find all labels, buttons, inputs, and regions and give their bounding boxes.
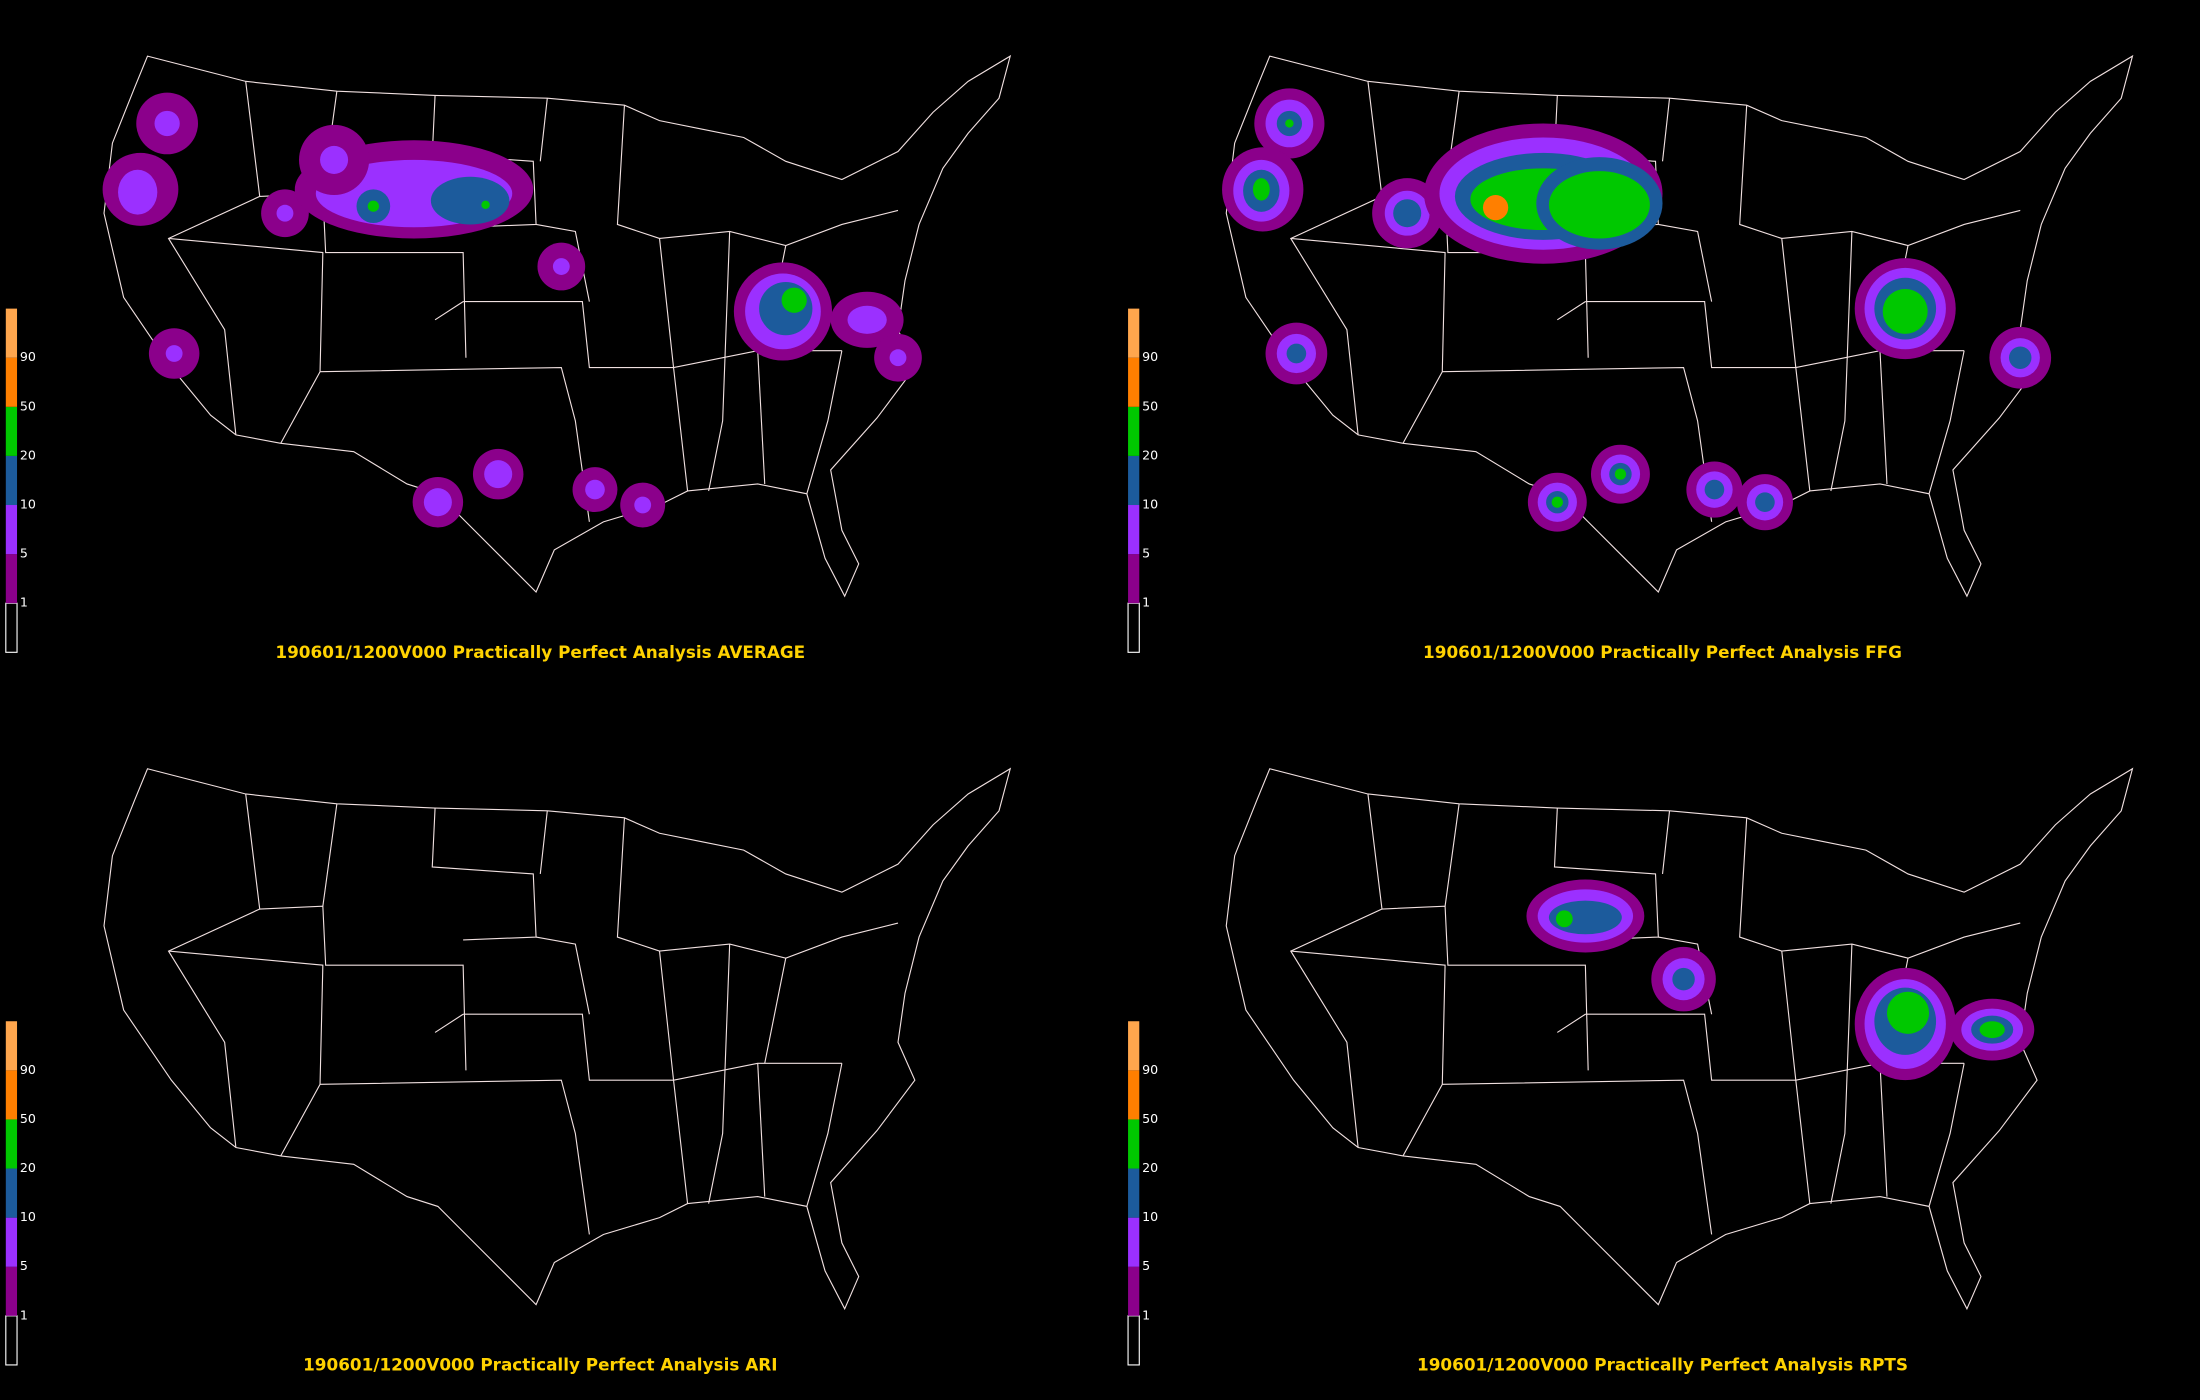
legend-label: 1 bbox=[20, 1307, 28, 1322]
map-panel bbox=[103, 768, 1011, 1310]
legend-label: 5 bbox=[20, 1258, 28, 1273]
legend-swatch bbox=[1128, 1119, 1140, 1169]
panel-overlay: 1 5 10 20 50 90 190601/1200V000 Practically Pe… bbox=[5, 1021, 777, 1375]
legend-swatch bbox=[1128, 406, 1140, 456]
legend-swatch bbox=[1128, 1021, 1140, 1071]
legend-swatch bbox=[5, 455, 18, 506]
legend-label: 5 bbox=[1142, 1258, 1150, 1273]
legend-swatch bbox=[5, 308, 18, 358]
legend-swatch bbox=[5, 505, 18, 555]
panel-title: 190601/1200V000 Practically Perfect Anal… bbox=[1423, 642, 1902, 662]
panel-title: 190601/1200V000 Practically Perfect Anal… bbox=[275, 642, 805, 662]
color-legend: 1 5 10 20 50 90 bbox=[1127, 1021, 1158, 1366]
legend-label: 20 bbox=[1142, 1160, 1158, 1175]
legend-label: 20 bbox=[1142, 447, 1158, 462]
legend-swatch bbox=[1127, 1315, 1140, 1366]
legend-label: 10 bbox=[20, 1209, 36, 1224]
probability-areas bbox=[102, 92, 922, 528]
legend-swatch bbox=[5, 406, 18, 456]
legend-swatch bbox=[1128, 455, 1140, 506]
legend-label: 50 bbox=[1142, 398, 1158, 413]
legend-label: 50 bbox=[20, 1111, 36, 1126]
legend-swatch bbox=[1128, 1266, 1140, 1316]
map-panel bbox=[102, 55, 1011, 597]
panel-title: 190601/1200V000 Practically Perfect Anal… bbox=[303, 1355, 777, 1375]
panel-overlay: 1 5 10 20 50 90 190601/1200V000 Practically Pe… bbox=[5, 308, 805, 662]
legend-swatch bbox=[1128, 505, 1140, 555]
probability-areas bbox=[1526, 879, 2035, 1081]
legend-swatch bbox=[5, 1266, 18, 1316]
legend-swatch bbox=[5, 1070, 18, 1120]
panel-overlay: 1 5 10 20 50 90 190601/1200V000 Practically Pe… bbox=[1127, 308, 1902, 662]
panel-overlay: 1 5 10 20 50 90 190601/1200V000 Practically Pe… bbox=[1127, 1021, 1908, 1375]
us-map bbox=[1225, 55, 2134, 597]
legend-swatch bbox=[1128, 308, 1140, 358]
legend-swatch bbox=[1127, 602, 1140, 653]
legend-swatch bbox=[1128, 1217, 1140, 1267]
legend-label: 90 bbox=[1142, 349, 1158, 364]
legend-swatch bbox=[5, 357, 18, 407]
legend-swatch bbox=[1128, 1168, 1140, 1218]
legend-swatch bbox=[1128, 357, 1140, 407]
us-map bbox=[103, 768, 1011, 1310]
color-legend: 1 5 10 20 50 90 bbox=[1127, 308, 1158, 653]
legend-label: 50 bbox=[20, 398, 36, 413]
legend-label: 10 bbox=[1142, 1209, 1158, 1224]
legend-label: 90 bbox=[1142, 1062, 1158, 1077]
legend-label: 20 bbox=[20, 1160, 36, 1175]
legend-swatch bbox=[1128, 1070, 1140, 1120]
map-panel bbox=[1225, 768, 2134, 1310]
legend-label: 90 bbox=[20, 349, 36, 364]
legend-label: 5 bbox=[1142, 546, 1150, 561]
panel-title: 190601/1200V000 Practically Perfect Anal… bbox=[1417, 1355, 1908, 1375]
legend-label: 10 bbox=[20, 497, 36, 512]
map-panel bbox=[1222, 55, 2134, 597]
legend-swatch bbox=[5, 1119, 18, 1169]
legend-label: 1 bbox=[1142, 1307, 1150, 1322]
color-legend: 1 5 10 20 50 90 bbox=[5, 308, 36, 653]
legend-label: 1 bbox=[20, 595, 28, 610]
legend-swatch bbox=[5, 1217, 18, 1267]
legend-label: 90 bbox=[20, 1062, 36, 1077]
legend-label: 5 bbox=[20, 546, 28, 561]
legend-swatch bbox=[5, 1168, 18, 1218]
probability-areas bbox=[1222, 88, 2052, 532]
legend-swatch bbox=[5, 1315, 18, 1366]
legend-swatch bbox=[5, 602, 18, 653]
legend-label: 1 bbox=[1142, 595, 1150, 610]
legend-label: 50 bbox=[1142, 1111, 1158, 1126]
legend-swatch bbox=[1128, 554, 1140, 604]
color-legend: 1 5 10 20 50 90 bbox=[5, 1021, 36, 1366]
legend-swatch bbox=[5, 1021, 18, 1071]
legend-label: 10 bbox=[1142, 497, 1158, 512]
legend-label: 20 bbox=[20, 447, 36, 462]
legend-swatch bbox=[5, 554, 18, 604]
